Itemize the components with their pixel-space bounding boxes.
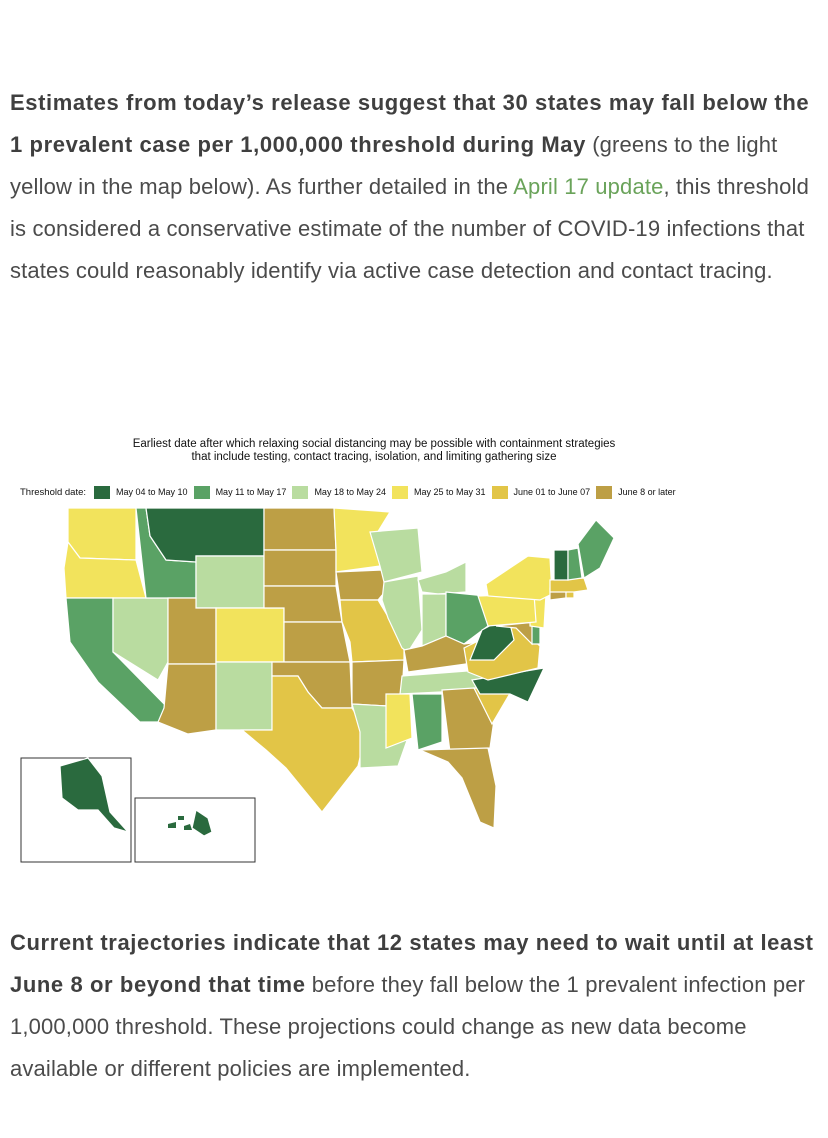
- state-me: [577, 519, 615, 579]
- us-states-map: [20, 507, 615, 863]
- intro-text: (greens to the light yellow in the map b…: [10, 132, 778, 199]
- state-ak: [59, 757, 130, 834]
- legend-title: Threshold date:: [20, 486, 87, 498]
- map-legend: Threshold date: May 04 to May 10 May 11 …: [20, 484, 682, 500]
- state-wa: [67, 507, 137, 561]
- legend-label: May 18 to May 24: [314, 487, 386, 497]
- legend-swatch: [292, 485, 309, 499]
- intro-paragraph: Estimates from today’s release suggest t…: [10, 82, 820, 292]
- state-hi-island-3: [178, 816, 184, 820]
- state-ut: [167, 597, 217, 665]
- legend-item-5: June 8 or later: [596, 485, 676, 499]
- state-tx: [240, 675, 367, 813]
- legend-swatch: [491, 485, 508, 499]
- state-nm: [215, 661, 273, 731]
- state-vt: [553, 549, 569, 581]
- state-ny: [485, 555, 553, 601]
- trajectory-paragraph: Current trajectories indicate that 12 st…: [10, 922, 820, 1090]
- map-title: Earliest date after which relaxing socia…: [18, 438, 730, 464]
- state-hi-island-1: [168, 822, 176, 828]
- legend-label: May 04 to May 10: [116, 487, 188, 497]
- state-oh: [445, 591, 489, 645]
- state-fl: [419, 747, 497, 829]
- state-ia: [335, 569, 389, 601]
- state-hi: [191, 809, 213, 837]
- legend-item-2: May 18 to May 24: [292, 485, 386, 499]
- state-sd: [263, 549, 337, 587]
- state-ky: [403, 635, 482, 673]
- intro-bold-text: Estimates from today’s release suggest t…: [10, 90, 810, 157]
- legend-swatch: [596, 485, 613, 499]
- map-title-line-2: that include testing, contact tracing, i…: [191, 451, 557, 463]
- state-co: [215, 607, 285, 663]
- state-ga: [441, 687, 495, 753]
- state-ms: [385, 693, 413, 749]
- legend-swatch: [94, 485, 111, 499]
- state-al: [411, 693, 443, 751]
- legend-label: June 8 or later: [618, 487, 676, 497]
- threshold-date-map: Earliest date after which relaxing socia…: [18, 432, 730, 872]
- state-mi: [417, 561, 467, 595]
- legend-label: June 01 to June 07: [513, 487, 591, 497]
- legend-swatch: [193, 485, 210, 499]
- legend-swatch: [391, 485, 408, 499]
- legend-item-4: June 01 to June 07: [491, 485, 591, 499]
- state-az: [157, 663, 217, 735]
- state-ks: [283, 621, 351, 663]
- legend-item-0: May 04 to May 10: [94, 485, 188, 499]
- intro-text-end: , this threshold is considered a conserv…: [10, 174, 809, 283]
- trajectory-text: before they fall below the 1 prevalent i…: [10, 972, 806, 1081]
- legend-item-3: May 25 to May 31: [391, 485, 486, 499]
- legend-item-1: May 11 to May 17: [193, 485, 287, 499]
- april-17-update-link[interactable]: April 17 update: [513, 174, 664, 199]
- state-hi-island-2: [184, 824, 192, 830]
- state-wy: [195, 555, 265, 609]
- map-title-line-1: Earliest date after which relaxing socia…: [132, 438, 616, 450]
- legend-label: May 25 to May 31: [413, 487, 486, 497]
- state-nd: [263, 507, 337, 551]
- state-mt: [145, 507, 265, 563]
- state-wi: [369, 527, 423, 583]
- trajectory-bold-text: Current trajectories indicate that 12 st…: [10, 930, 814, 997]
- state-de: [531, 625, 541, 645]
- state-nh: [567, 547, 583, 581]
- legend-label: May 11 to May 17: [215, 487, 287, 497]
